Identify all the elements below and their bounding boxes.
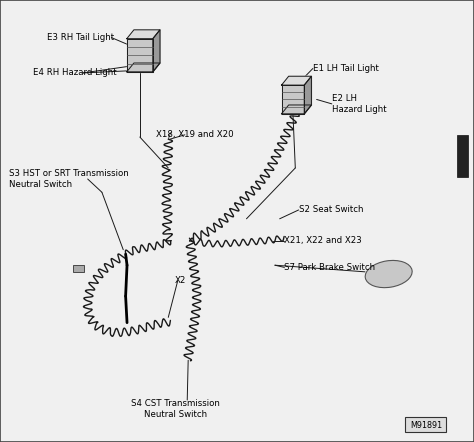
Text: S2 Seat Switch: S2 Seat Switch [299,206,363,214]
Text: S4 CST Transmission
Neutral Switch: S4 CST Transmission Neutral Switch [131,399,220,419]
Text: E3 RH Tail Light: E3 RH Tail Light [47,33,115,42]
Bar [405,417,446,432]
Polygon shape [282,76,311,85]
Text: S3 HST or SRT Transmission
Neutral Switch: S3 HST or SRT Transmission Neutral Switc… [9,169,129,189]
Text: X21, X22 and X23: X21, X22 and X23 [284,236,362,245]
Polygon shape [282,105,311,114]
Polygon shape [304,76,311,114]
Ellipse shape [365,260,412,288]
Polygon shape [127,38,153,72]
Text: E1 LH Tail Light: E1 LH Tail Light [313,64,379,73]
Text: M91891: M91891 [410,421,442,430]
Polygon shape [153,30,160,72]
Bar [457,135,468,177]
Text: E4 RH Hazard Light: E4 RH Hazard Light [33,69,117,77]
Polygon shape [282,85,304,114]
Polygon shape [127,63,160,72]
Text: S7 Park Brake Switch: S7 Park Brake Switch [284,263,375,272]
Text: X2: X2 [174,276,186,285]
Polygon shape [127,30,160,38]
Text: X18, X19 and X20: X18, X19 and X20 [156,130,234,139]
Bar [73,265,84,272]
Text: E2 LH
Hazard Light: E2 LH Hazard Light [332,94,386,114]
